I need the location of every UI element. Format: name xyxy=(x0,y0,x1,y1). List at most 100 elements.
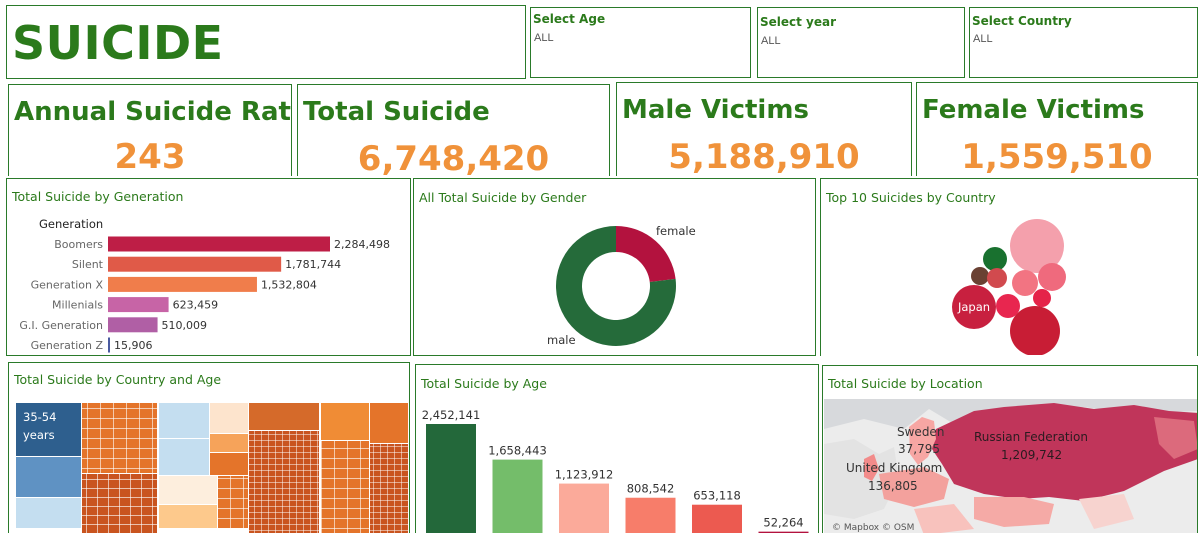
map-region-uk[interactable] xyxy=(864,454,879,481)
bubble-country-3[interactable] xyxy=(971,267,989,285)
bubble-country-japan[interactable] xyxy=(952,285,996,329)
gender-label-female: female xyxy=(656,224,696,238)
map-label-sweden-name: Sweden xyxy=(897,425,944,439)
panel-location: Total Suicide by Location Russian Federa… xyxy=(822,365,1198,533)
map-region-central-europe[interactable] xyxy=(879,467,949,507)
top-countries-chart: Japan xyxy=(952,219,1066,355)
map-region-russia[interactable] xyxy=(932,403,1198,501)
treemap-cell[interactable] xyxy=(210,434,248,452)
map-label-sweden-value: 37,795 xyxy=(898,442,940,456)
age-value-label: 52,264 xyxy=(763,516,803,530)
treemap-cell[interactable] xyxy=(370,403,408,443)
bubble-country-4[interactable] xyxy=(987,268,1007,288)
filter-age-value[interactable]: ALL xyxy=(534,32,554,44)
kpi-total-suicide-value: 6,748,420 xyxy=(357,139,550,176)
treemap-cell[interactable] xyxy=(16,498,81,528)
treemap-cell[interactable] xyxy=(16,457,81,497)
treemap-cell[interactable] xyxy=(321,403,369,440)
kpi-male-victims: Male Victims 5,188,910 xyxy=(616,82,912,176)
bubble-country-9[interactable] xyxy=(1033,289,1051,307)
bubble-country-8[interactable] xyxy=(996,294,1020,318)
treemap-cell[interactable] xyxy=(159,505,217,528)
generation-bar[interactable] xyxy=(108,337,110,353)
age-value-label: 653,118 xyxy=(693,489,741,503)
kpi-female-victims-title: Female Victims xyxy=(922,95,1145,125)
location-map[interactable]: Russian Federation 1,209,742 Sweden 37,7… xyxy=(824,399,1198,533)
gender-label-male: male xyxy=(547,333,576,347)
treemap-cell[interactable] xyxy=(159,403,209,438)
map-region-alaska[interactable] xyxy=(1154,417,1198,459)
bubble-country-10[interactable] xyxy=(1010,306,1060,355)
generation-bar[interactable] xyxy=(108,276,257,292)
treemap-cell[interactable] xyxy=(370,444,408,533)
treemap-cell[interactable] xyxy=(210,453,248,475)
map-attribution[interactable]: © Mapbox © OSM xyxy=(832,523,914,533)
bubble-country-2[interactable] xyxy=(983,247,1007,271)
generation-bar[interactable] xyxy=(108,317,158,333)
gender-slice-female[interactable] xyxy=(616,226,676,282)
panel-gender-title: All Total Suicide by Gender xyxy=(419,190,587,205)
country-age-treemap: 35-54 years xyxy=(16,403,408,533)
gender-slice-male[interactable] xyxy=(556,226,676,346)
generation-bar[interactable] xyxy=(108,297,169,313)
treemap-cell[interactable] xyxy=(218,476,248,528)
generation-category-label: Silent xyxy=(72,258,104,271)
panel-age-title: Total Suicide by Age xyxy=(421,376,547,391)
treemap-cell[interactable] xyxy=(82,474,157,533)
treemap-label-line1: 35-54 xyxy=(23,410,56,424)
age-value-label: 1,123,912 xyxy=(555,468,614,482)
panel-generation-title: Total Suicide by Generation xyxy=(12,189,184,204)
age-bar[interactable] xyxy=(559,483,609,533)
treemap-cell[interactable] xyxy=(159,476,217,504)
map-land-north xyxy=(824,439,899,519)
treemap-label-line2: years xyxy=(23,428,55,442)
bubble-country-6[interactable] xyxy=(1038,263,1066,291)
age-value-label: 2,452,141 xyxy=(422,408,481,422)
bubble-country-5[interactable] xyxy=(1012,270,1038,296)
age-bar[interactable] xyxy=(426,424,476,533)
generation-category-label: G.I. Generation xyxy=(19,319,103,332)
kpi-annual-rate: Annual Suicide Rate 243 xyxy=(8,84,292,176)
treemap-cell[interactable] xyxy=(159,439,209,475)
age-bar[interactable] xyxy=(692,504,742,533)
age-value-label: 808,542 xyxy=(627,482,675,496)
bubble-country-1[interactable] xyxy=(1010,219,1064,273)
generation-category-label: Generation X xyxy=(31,278,104,291)
page-title: SUICIDE DASHBOARD xyxy=(12,16,344,78)
map-region-kazakhstan[interactable] xyxy=(974,497,1054,527)
filter-country[interactable]: Select Country ALL xyxy=(969,7,1198,78)
treemap-cell[interactable] xyxy=(321,441,369,533)
treemap-cell-35-54[interactable] xyxy=(16,403,81,456)
generation-category-label: Generation Z xyxy=(31,339,104,352)
panel-location-title: Total Suicide by Location xyxy=(828,376,983,391)
filter-country-value[interactable]: ALL xyxy=(973,33,993,45)
panel-top-countries-title: Top 10 Suicides by Country xyxy=(826,190,996,205)
filter-age[interactable]: Select Age ALL xyxy=(530,7,751,78)
treemap-cell[interactable] xyxy=(249,403,319,430)
generation-bar[interactable] xyxy=(108,256,282,272)
treemap-cell[interactable] xyxy=(210,403,248,433)
bubble-label-japan: Japan xyxy=(957,300,990,314)
generation-value-label: 2,284,498 xyxy=(334,238,390,251)
kpi-annual-rate-title: Annual Suicide Rate xyxy=(14,97,292,127)
treemap-cell[interactable] xyxy=(82,403,157,473)
treemap-cell[interactable] xyxy=(249,431,319,533)
filter-age-label: Select Age xyxy=(533,12,606,26)
kpi-total-suicide-title: Total Suicide xyxy=(303,97,490,127)
generation-value-label: 1,532,804 xyxy=(261,278,317,291)
map-region-east[interactable] xyxy=(1079,494,1134,529)
map-label-uk-name: United Kingdom xyxy=(846,461,942,475)
map-label-russia-name: Russian Federation xyxy=(974,430,1088,444)
map-region-scandinavia[interactable] xyxy=(909,417,936,465)
generation-bar[interactable] xyxy=(108,236,330,252)
filter-year-value[interactable]: ALL xyxy=(761,35,781,47)
age-bar[interactable] xyxy=(625,497,676,533)
age-bar[interactable] xyxy=(492,459,543,533)
map-region-south[interactable] xyxy=(914,504,974,533)
filter-year[interactable]: Select year ALL xyxy=(757,7,965,78)
kpi-female-victims: Female Victims 1,559,510 xyxy=(916,82,1198,176)
generation-axis-title: Generation xyxy=(39,217,103,231)
generation-category-label: Millenials xyxy=(52,299,103,312)
kpi-total-suicide: Total Suicide 6,748,420 xyxy=(297,84,610,176)
age-bar[interactable] xyxy=(758,531,809,533)
